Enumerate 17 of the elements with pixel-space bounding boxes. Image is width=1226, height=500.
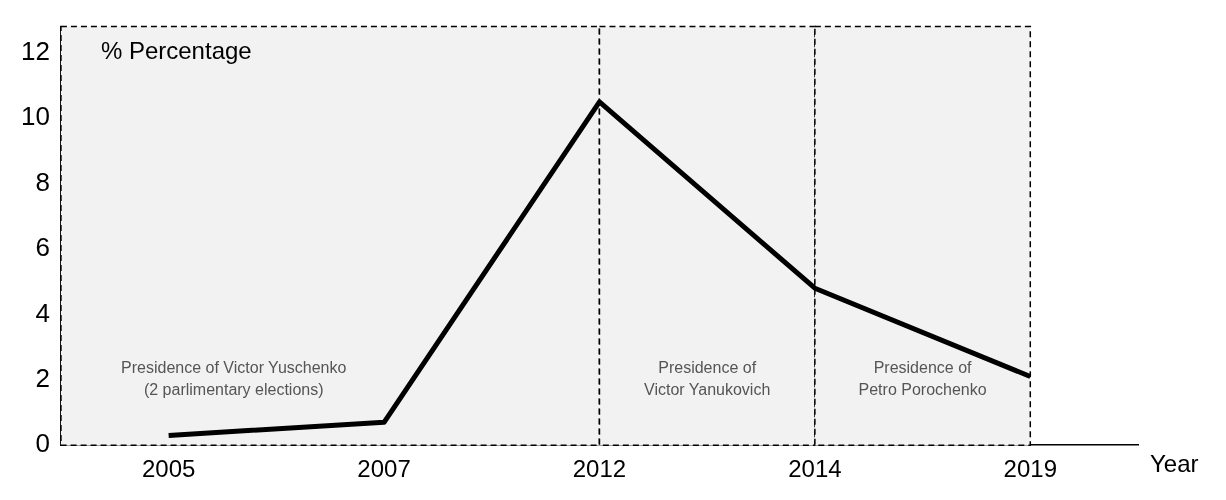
y-tick-label: 8 xyxy=(35,166,50,197)
y-axis-title: % Percentage xyxy=(100,37,252,65)
y-tick-label: 2 xyxy=(35,362,50,393)
y-tick-label: 12 xyxy=(21,35,50,66)
y-tick-label: 10 xyxy=(21,101,50,132)
y-tick-label: 0 xyxy=(35,428,50,459)
band-label: Presidence of Petro Porochenko xyxy=(858,359,987,399)
band-label: Presidence of Victor Yuschenko (2 parlimentary elections) xyxy=(121,359,347,399)
y-tick-label: 6 xyxy=(35,232,50,263)
x-tick-label: 2012 xyxy=(572,455,627,483)
x-tick-label: 2007 xyxy=(357,455,411,483)
x-tick-label: 2019 xyxy=(1003,455,1057,483)
x-tick-label: 2014 xyxy=(788,455,842,483)
y-tick-label: 4 xyxy=(35,297,50,328)
x-tick-label: 2005 xyxy=(141,455,196,483)
x-axis-title: Year xyxy=(1150,449,1199,477)
band-label: Presidence of Victor Yanukovich xyxy=(644,359,771,399)
